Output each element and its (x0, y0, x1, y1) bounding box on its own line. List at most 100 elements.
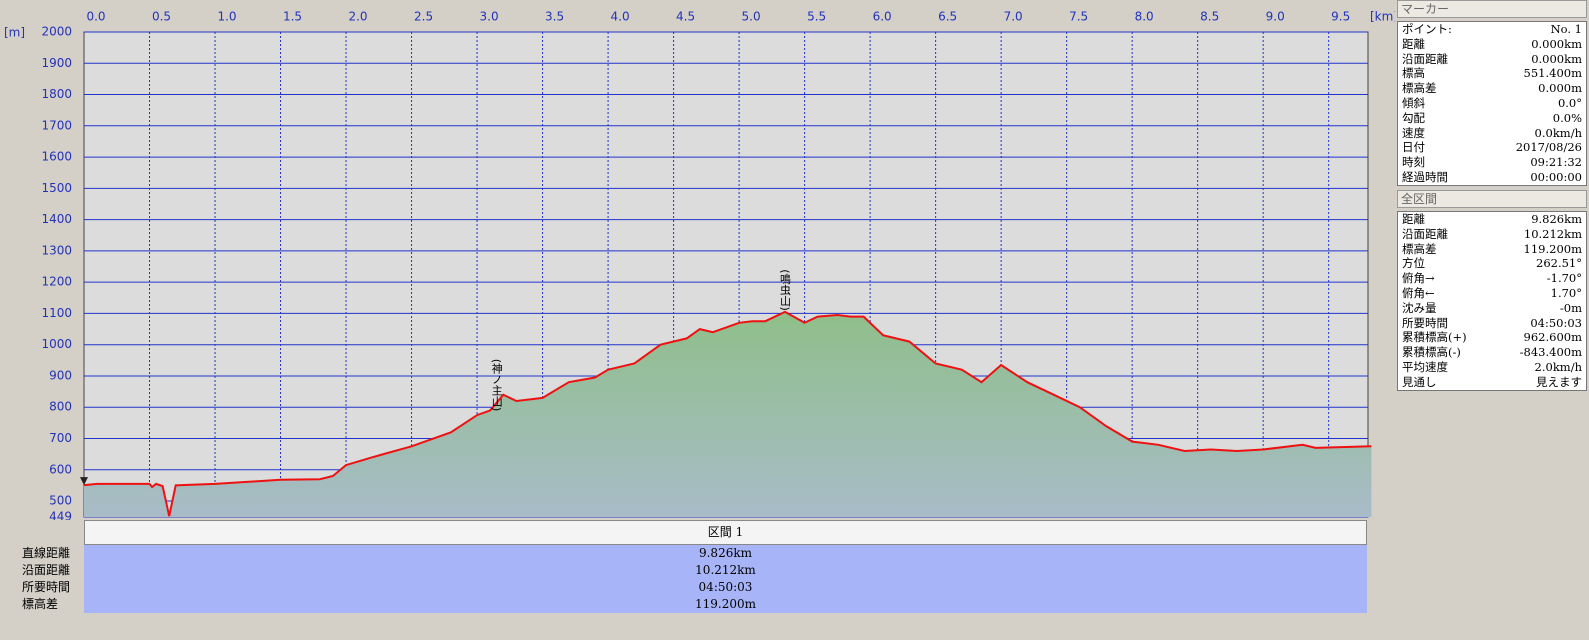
x-tick-label: 2.5 (414, 10, 433, 24)
x-tick-label: 4.0 (611, 10, 630, 24)
y-tick-label: 1900 (41, 56, 72, 70)
info-label: 方位 (1402, 256, 1425, 271)
info-label: 勾配 (1402, 110, 1425, 125)
info-label: 距離 (1402, 36, 1425, 51)
x-tick-label: 3.0 (480, 10, 499, 24)
info-value: 0.000m (1538, 81, 1582, 96)
info-row: 傾斜 0.0° (1398, 96, 1586, 111)
x-tick-label: 8.0 (1135, 10, 1154, 24)
info-row: ポイント: No. 1 (1398, 22, 1586, 37)
y-tick-label: 1700 (41, 118, 72, 132)
info-row: 標高差 0.000m (1398, 81, 1586, 96)
section-label: 沿面距離 (22, 563, 71, 577)
info-value: 551.400m (1523, 66, 1582, 81)
y-tick-label: 1400 (41, 212, 72, 226)
info-label: 日付 (1402, 140, 1425, 155)
y-tick-label: 600 (49, 462, 72, 476)
info-label: 見通し (1402, 374, 1437, 389)
info-label: 標高差 (1402, 81, 1437, 96)
info-value: 0.0% (1552, 110, 1582, 125)
marker-panel: マーカー ポイント: No. 1 距離 0.000km 沿面距離 0.000km 標高 551… (1397, 0, 1587, 186)
y-tick-label: 500 (49, 494, 72, 508)
section-value: 04:50:03 (84, 579, 1367, 596)
info-value: 0.000km (1531, 36, 1582, 51)
x-tick-label: 5.5 (807, 10, 826, 24)
section-label: 標高差 (22, 597, 59, 611)
x-tick-label: 6.0 (873, 10, 892, 24)
info-value: 0.000km (1531, 51, 1582, 66)
info-row: 所要時間 04:50:03 (1398, 316, 1586, 331)
marker-title: マーカー (1397, 0, 1587, 18)
info-value: 見えます (1536, 374, 1582, 389)
start-marker (80, 477, 88, 486)
y-tick-label: 1100 (41, 306, 72, 320)
section-title: 区間 1 (84, 520, 1367, 545)
y-tick-label: 900 (49, 368, 72, 382)
info-value: -1.70° (1546, 271, 1582, 286)
info-row: 沿面距離 10.212km (1398, 227, 1586, 242)
y-tick-label: 2000 (41, 25, 72, 39)
info-row: 時刻 09:21:32 (1398, 155, 1586, 170)
info-label: 沈み量 (1402, 300, 1437, 315)
info-row: 俯角→ -1.70° (1398, 271, 1586, 286)
info-row: 方位 262.51° (1398, 256, 1586, 271)
info-label: 距離 (1402, 212, 1425, 226)
info-row: 累積標高(-) -843.400m (1398, 345, 1586, 360)
x-tick-label: 8.5 (1200, 10, 1219, 24)
info-row: 速度 0.0km/h (1398, 126, 1586, 141)
info-value: 00:00:00 (1530, 169, 1582, 184)
x-tick-label: 1.5 (283, 10, 302, 24)
info-row: 累積標高(+) 962.600m (1398, 330, 1586, 345)
info-label: 沿面距離 (1402, 51, 1448, 66)
info-value: 09:21:32 (1530, 155, 1582, 170)
info-label: ポイント: (1402, 22, 1452, 36)
total-title: 全区間 (1397, 190, 1587, 208)
y-tick-label: 800 (49, 400, 72, 414)
x-tick-label: 0.5 (152, 10, 171, 24)
section-table: 区間 1 9.826km 10.212km 04:50:03 119.200m (84, 520, 1367, 613)
section-value: 10.212km (84, 562, 1367, 579)
section-value: 119.200m (84, 596, 1367, 613)
x-tick-label: 4.5 (676, 10, 695, 24)
x-tick-label: 1.0 (217, 10, 236, 24)
info-label: 標高差 (1402, 241, 1437, 256)
info-value: 2017/08/26 (1515, 140, 1582, 155)
info-label: 累積標高(+) (1402, 330, 1467, 345)
info-label: 速度 (1402, 125, 1425, 140)
y-tick-label: 700 (49, 431, 72, 445)
info-label: 所要時間 (1402, 315, 1448, 330)
x-tick-label: 2.0 (348, 10, 367, 24)
info-value: -0m (1559, 300, 1582, 315)
x-tick-label: 7.0 (1004, 10, 1023, 24)
y-tick-label: 1500 (41, 181, 72, 195)
info-value: 0.0km/h (1534, 125, 1582, 140)
elevation-line (83, 310, 1372, 517)
marker-table: ポイント: No. 1 距離 0.000km 沿面距離 0.000km 標高 551.400m… (1397, 21, 1587, 186)
info-value: 0.0° (1557, 95, 1582, 110)
total-panel: 全区間 距離 9.826km 沿面距離 10.212km 標高差 119.200m 方位 26… (1397, 190, 1587, 391)
info-row: 標高 551.400m (1398, 66, 1586, 81)
x-tick-label: 9.5 (1331, 10, 1350, 24)
info-row: 距離 0.000km (1398, 37, 1586, 52)
info-value: 1.70° (1550, 285, 1582, 300)
info-row: 沈み量 -0m (1398, 301, 1586, 316)
info-value: 119.200m (1523, 241, 1582, 256)
peak-label: (鳴虫山) (778, 269, 791, 311)
total-table: 距離 9.826km 沿面距離 10.212km 標高差 119.200m 方位 262.51… (1397, 211, 1587, 391)
info-value: 9.826km (1531, 212, 1582, 226)
info-value: 262.51° (1536, 256, 1582, 271)
info-row: 勾配 0.0% (1398, 111, 1586, 126)
info-row: 沿面距離 0.000km (1398, 52, 1586, 67)
info-value: 04:50:03 (1530, 315, 1582, 330)
info-value: 2.0km/h (1534, 359, 1582, 374)
info-row: 見通し 見えます (1398, 375, 1586, 390)
x-tick-label: 7.5 (1069, 10, 1088, 24)
peak-label: (神ノ主山) (490, 359, 503, 412)
y-tick-label: 1300 (41, 243, 72, 257)
info-label: 累積標高(-) (1402, 345, 1461, 360)
y-tick-label: 1000 (41, 337, 72, 351)
info-row: 俯角← 1.70° (1398, 286, 1586, 301)
info-row: 経過時間 00:00:00 (1398, 170, 1586, 185)
info-value: No. 1 (1550, 22, 1582, 36)
